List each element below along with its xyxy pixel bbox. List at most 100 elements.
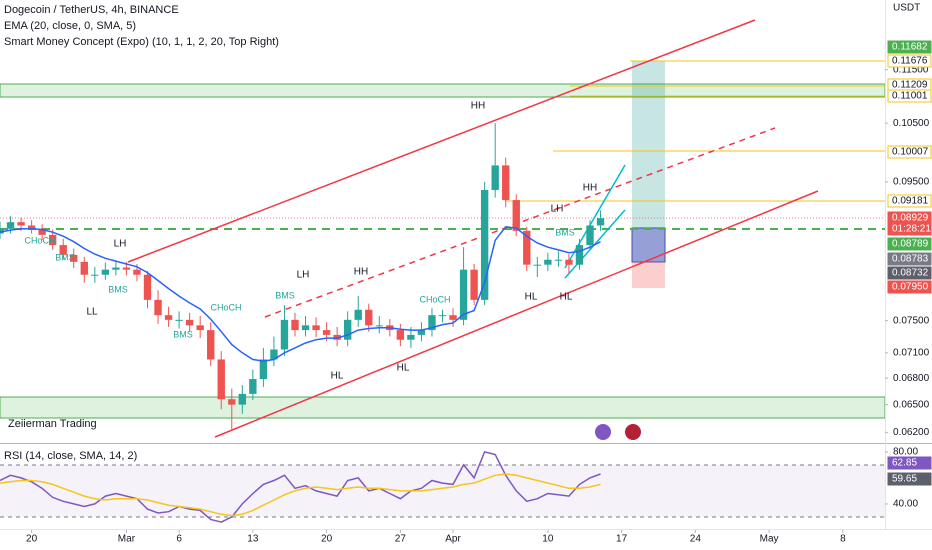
channel-upper[interactable] bbox=[127, 19, 756, 263]
price-tag bbox=[887, 145, 932, 159]
chart-title: Dogecoin / TetherUS, 4h, BINANCE bbox=[4, 4, 179, 16]
structure-label: HL bbox=[525, 292, 538, 303]
wedge-line[interactable] bbox=[564, 164, 626, 269]
price-tag bbox=[887, 266, 932, 280]
x-tick-label: Apr bbox=[445, 534, 461, 545]
candle-body bbox=[533, 264, 542, 266]
price-tag bbox=[887, 237, 932, 251]
candle-body bbox=[185, 319, 194, 326]
candle-body bbox=[91, 274, 99, 276]
structure-label: BMS bbox=[275, 290, 295, 300]
price-tag-label: 0.08783 bbox=[892, 254, 929, 265]
x-tick-label: 6 bbox=[176, 534, 182, 545]
y-tick-label: 0.07100 bbox=[893, 347, 930, 358]
candle-body bbox=[59, 245, 67, 255]
candle-body bbox=[480, 189, 489, 300]
flag-icon[interactable] bbox=[625, 424, 641, 440]
candle-body bbox=[122, 267, 131, 270]
candle-body bbox=[523, 230, 531, 265]
candle-body bbox=[417, 330, 426, 335]
price-tag bbox=[887, 252, 932, 266]
candle-body bbox=[154, 299, 162, 316]
entry-zone[interactable] bbox=[631, 227, 666, 263]
candle-body bbox=[354, 309, 362, 320]
rsi-title: RSI (14, close, SMA, 14, 2) bbox=[4, 450, 137, 462]
x-tick-label: 17 bbox=[616, 534, 628, 545]
price-tag bbox=[887, 456, 932, 470]
price-tag bbox=[887, 222, 932, 236]
price-tag-label: 0.08732 bbox=[892, 268, 929, 279]
channel-mid[interactable] bbox=[264, 127, 776, 318]
price-tag bbox=[887, 54, 932, 68]
x-tick-label: 20 bbox=[321, 534, 333, 545]
candle-body bbox=[6, 222, 15, 229]
x-tick-label: 10 bbox=[542, 534, 554, 545]
axis-unit: USDT bbox=[893, 3, 920, 14]
target-zone[interactable] bbox=[632, 61, 665, 228]
structure-label: BMS bbox=[108, 284, 128, 294]
candle-body bbox=[396, 330, 405, 340]
channel-lower[interactable] bbox=[214, 190, 819, 438]
stop-zone[interactable] bbox=[632, 262, 665, 288]
candle-body bbox=[575, 245, 584, 265]
candle-body bbox=[217, 359, 225, 400]
candle-body bbox=[565, 259, 573, 265]
candle-body bbox=[365, 309, 373, 326]
structure-label: HL bbox=[331, 371, 344, 382]
price-tag-label: 0.07950 bbox=[892, 282, 929, 293]
price-tag-label: 0.11682 bbox=[892, 42, 928, 53]
price-tag bbox=[887, 280, 932, 294]
structure-label: CHoCH bbox=[210, 302, 241, 312]
x-tick-label: 20 bbox=[26, 534, 38, 545]
price-tag-label: 0.11676 bbox=[892, 56, 928, 67]
price-tag-label: 0.11001 bbox=[892, 91, 928, 102]
y-tick-label: 0.10500 bbox=[893, 118, 930, 129]
structure-label: HL bbox=[560, 292, 573, 303]
candle-body bbox=[586, 225, 594, 246]
candle-body bbox=[164, 315, 173, 320]
candle-body bbox=[459, 269, 468, 320]
rsi-band bbox=[0, 465, 885, 517]
price-tag-label: 0.08929 bbox=[892, 213, 929, 224]
candle-body bbox=[512, 200, 520, 231]
x-tick-label: 27 bbox=[395, 534, 407, 545]
event-icon[interactable] bbox=[595, 424, 611, 440]
price-tag bbox=[887, 472, 932, 486]
candle-body bbox=[175, 319, 183, 321]
candle-body bbox=[38, 228, 46, 235]
candle-body bbox=[259, 359, 268, 380]
candle-body bbox=[48, 234, 57, 246]
y-tick-label: 80.00 bbox=[893, 447, 918, 458]
structure-label: BMS bbox=[55, 252, 75, 262]
candle-body bbox=[375, 325, 383, 327]
watermark: Zeiierman Trading bbox=[8, 418, 97, 430]
candle-body bbox=[343, 319, 352, 340]
candle-body bbox=[301, 325, 310, 331]
candle-body bbox=[133, 269, 141, 275]
structure-label: HH bbox=[583, 183, 597, 194]
candle-body bbox=[312, 325, 320, 331]
structure-label: CHoCH bbox=[24, 235, 55, 245]
candle-body bbox=[280, 319, 289, 350]
candle-body bbox=[70, 254, 78, 262]
price-tag-label: 59.65 bbox=[892, 474, 917, 485]
candle-body bbox=[112, 267, 120, 270]
x-tick-label: 8 bbox=[840, 534, 846, 545]
candle-body bbox=[407, 334, 415, 340]
price-tag-label: 62.85 bbox=[892, 458, 917, 469]
y-tick-label: 0.11500 bbox=[893, 64, 929, 75]
structure-label: HL bbox=[397, 363, 410, 374]
candle-body bbox=[428, 315, 436, 331]
structure-label: LH bbox=[297, 270, 310, 281]
structure-label: HH bbox=[471, 101, 485, 112]
indicator-label: EMA (20, close, 0, SMA, 5) bbox=[4, 20, 136, 32]
candle-body bbox=[143, 274, 152, 300]
y-tick-label: 0.07500 bbox=[893, 315, 930, 326]
demand-zone bbox=[0, 396, 886, 419]
indicator-line bbox=[0, 226, 601, 362]
price-tag bbox=[887, 194, 932, 208]
candle-body bbox=[17, 222, 25, 226]
candle-body bbox=[238, 393, 247, 405]
